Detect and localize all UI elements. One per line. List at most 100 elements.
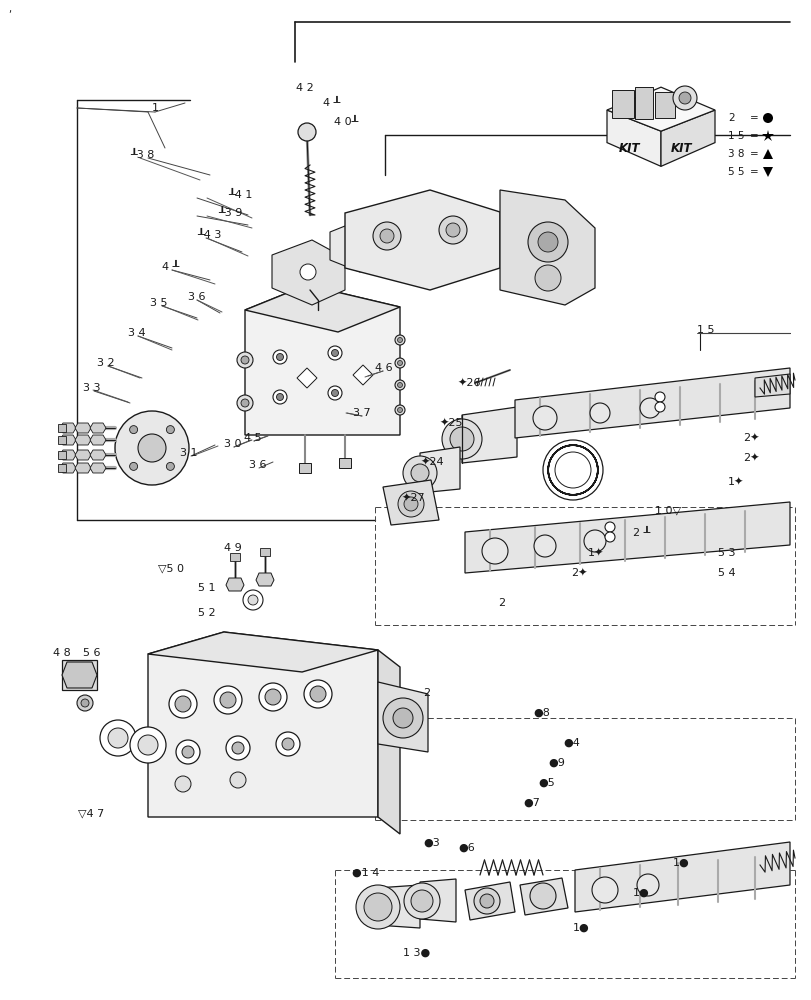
Circle shape — [166, 426, 174, 434]
Polygon shape — [383, 480, 439, 525]
Polygon shape — [465, 502, 789, 573]
Text: ●4: ●4 — [562, 738, 579, 748]
Circle shape — [310, 686, 325, 702]
Circle shape — [678, 92, 690, 104]
Text: 1: 1 — [152, 103, 159, 113]
Text: 2✦: 2✦ — [570, 568, 587, 578]
Circle shape — [397, 338, 402, 342]
Text: ┸3 9: ┸3 9 — [217, 208, 242, 218]
Polygon shape — [148, 632, 378, 672]
Bar — [260, 548, 270, 556]
Circle shape — [636, 874, 659, 896]
Bar — [654, 92, 674, 118]
Bar — [58, 451, 66, 459]
Circle shape — [100, 720, 135, 756]
Text: =: = — [749, 149, 757, 159]
Circle shape — [130, 426, 137, 434]
Polygon shape — [90, 423, 106, 433]
Text: 5 1: 5 1 — [198, 583, 215, 593]
Bar — [58, 436, 66, 444]
Text: KIT: KIT — [618, 142, 640, 155]
Text: 4 5: 4 5 — [243, 433, 261, 443]
Bar — [58, 464, 66, 472]
Text: 4 ┸: 4 ┸ — [323, 98, 340, 108]
Text: 5 6: 5 6 — [83, 648, 101, 658]
Circle shape — [639, 398, 659, 418]
Text: 1 5: 1 5 — [727, 131, 744, 141]
Text: 1✦: 1✦ — [587, 548, 603, 558]
Text: 4 0┸: 4 0┸ — [333, 117, 358, 127]
Polygon shape — [607, 110, 660, 166]
Text: ✦27: ✦27 — [401, 493, 425, 503]
Text: ✦24: ✦24 — [420, 457, 444, 467]
Circle shape — [410, 464, 428, 482]
Text: 3 3: 3 3 — [83, 383, 101, 393]
Text: ✦25: ✦25 — [440, 418, 463, 428]
Polygon shape — [375, 885, 419, 928]
Circle shape — [397, 408, 402, 412]
Circle shape — [81, 699, 89, 707]
Circle shape — [479, 894, 493, 908]
Polygon shape — [465, 882, 514, 920]
Polygon shape — [60, 463, 76, 473]
Polygon shape — [60, 450, 76, 460]
Circle shape — [449, 427, 474, 451]
Text: 5 5: 5 5 — [727, 167, 744, 177]
Bar — [634, 87, 652, 119]
Circle shape — [404, 883, 440, 919]
Circle shape — [591, 877, 617, 903]
Circle shape — [138, 735, 158, 755]
Polygon shape — [574, 842, 789, 912]
Circle shape — [538, 232, 557, 252]
Circle shape — [397, 360, 402, 365]
Circle shape — [247, 595, 258, 605]
Polygon shape — [514, 368, 789, 438]
Polygon shape — [519, 878, 568, 915]
Circle shape — [482, 538, 508, 564]
Text: 3 6: 3 6 — [249, 460, 266, 470]
Text: 4 ┸: 4 ┸ — [162, 262, 179, 272]
Circle shape — [410, 890, 432, 912]
Polygon shape — [75, 435, 91, 445]
Text: 1 5: 1 5 — [696, 325, 714, 335]
Text: 3 4: 3 4 — [128, 328, 145, 338]
Circle shape — [169, 690, 197, 718]
Polygon shape — [90, 463, 106, 473]
Text: 1 0▽: 1 0▽ — [654, 505, 680, 515]
Text: ●1 4: ●1 4 — [351, 868, 379, 878]
Text: 5 3: 5 3 — [717, 548, 735, 558]
Circle shape — [355, 885, 400, 929]
Circle shape — [439, 216, 466, 244]
Circle shape — [363, 893, 392, 921]
Bar — [338, 458, 350, 468]
Text: ,: , — [8, 4, 11, 14]
Circle shape — [281, 738, 294, 750]
Text: 3 6: 3 6 — [188, 292, 205, 302]
Text: ▽5 0: ▽5 0 — [158, 563, 184, 573]
Circle shape — [474, 888, 500, 914]
Text: 3 7: 3 7 — [353, 408, 370, 418]
Circle shape — [441, 419, 482, 459]
Circle shape — [397, 491, 423, 517]
Circle shape — [230, 772, 246, 788]
Circle shape — [175, 696, 191, 712]
Text: ●5: ●5 — [538, 778, 554, 788]
Text: 1●: 1● — [633, 888, 649, 898]
Polygon shape — [62, 662, 97, 688]
Circle shape — [298, 123, 315, 141]
Circle shape — [380, 229, 393, 243]
Circle shape — [331, 389, 338, 396]
Text: ▽4 7: ▽4 7 — [78, 808, 104, 818]
Polygon shape — [148, 632, 378, 817]
Polygon shape — [353, 365, 372, 385]
Circle shape — [115, 411, 189, 485]
Text: ┸3 8: ┸3 8 — [130, 150, 154, 160]
Text: 3 1: 3 1 — [180, 448, 197, 458]
Circle shape — [534, 535, 556, 557]
Polygon shape — [297, 368, 316, 388]
Circle shape — [762, 113, 772, 123]
Text: KIT: KIT — [671, 142, 692, 155]
Circle shape — [272, 390, 286, 404]
Circle shape — [303, 680, 332, 708]
Polygon shape — [378, 682, 427, 752]
